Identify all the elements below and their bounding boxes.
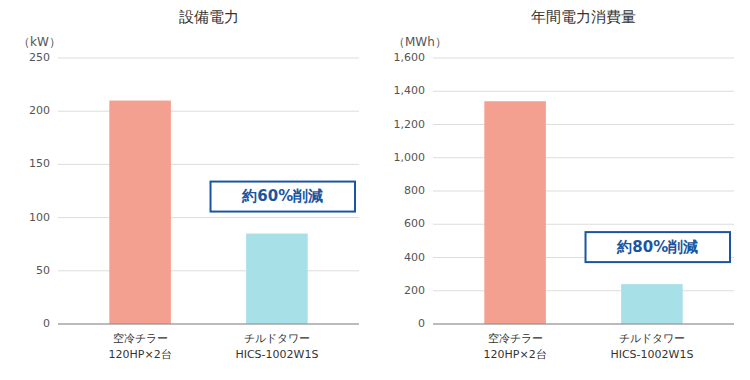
x-axis-line bbox=[58, 324, 359, 325]
x-axis-line bbox=[433, 324, 734, 325]
bar bbox=[109, 101, 171, 324]
y-tick-label: 0 bbox=[418, 317, 425, 330]
chart-title: 年間電力消費量 bbox=[531, 8, 636, 26]
y-tick-label: 100 bbox=[29, 211, 50, 224]
annotation: 約60%削減 bbox=[241, 187, 323, 205]
x-tick-label-line: 120HP×2台 bbox=[109, 348, 172, 361]
grid-line bbox=[433, 58, 734, 59]
x-tick-label: チルドタワー HICS-1002W1S bbox=[235, 332, 318, 361]
chart-title: 設備電力 bbox=[179, 8, 239, 26]
y-tick-label: 0 bbox=[43, 317, 50, 330]
annotation-box bbox=[586, 232, 730, 262]
grid-line bbox=[433, 157, 734, 158]
grid-line bbox=[58, 270, 359, 271]
panel: 0 200 400 600 800 1,000 1,200 1,400 1,600 空冷チラー 12… bbox=[393, 8, 734, 361]
grid-line bbox=[58, 111, 359, 112]
grid-line bbox=[58, 324, 359, 325]
grid-line bbox=[433, 290, 734, 291]
panel: 0 50 100 150 200 250 空冷チラー 120HP×2台 チルドタワー HICS-1… bbox=[18, 8, 359, 361]
y-tick-label: 1,200 bbox=[394, 118, 426, 131]
y-tick-label: 400 bbox=[404, 251, 425, 264]
y-tick-label: 1,400 bbox=[394, 84, 426, 97]
y-tick-label: 250 bbox=[29, 51, 50, 64]
bar bbox=[621, 284, 683, 324]
x-tick-label-line: 空冷チラー bbox=[113, 332, 168, 345]
grid-line bbox=[58, 164, 359, 165]
y-axis-label: （kW） bbox=[18, 35, 61, 49]
grid-line bbox=[433, 324, 734, 325]
grid-line bbox=[433, 191, 734, 192]
y-axis-label: （MWh） bbox=[393, 35, 447, 49]
y-tick-label: 200 bbox=[29, 104, 50, 117]
grid-line bbox=[433, 124, 734, 125]
chart-root: 0 50 100 150 200 250 空冷チラー 120HP×2台 チルドタワー HICS-1… bbox=[0, 0, 750, 380]
bar bbox=[484, 101, 546, 324]
y-tick-label: 150 bbox=[29, 157, 50, 170]
figure: 0 50 100 150 200 250 空冷チラー 120HP×2台 チルドタワー HICS-1… bbox=[0, 0, 750, 380]
bars bbox=[484, 101, 682, 324]
y-tick-label: 600 bbox=[404, 217, 425, 230]
y-tick-label: 200 bbox=[404, 284, 425, 297]
annotation-box bbox=[211, 182, 355, 212]
x-tick-label: 空冷チラー 120HP×2台 bbox=[484, 332, 547, 361]
x-tick-label-line: 120HP×2台 bbox=[484, 348, 547, 361]
y-tick-label: 1,600 bbox=[394, 51, 426, 64]
grid-line bbox=[58, 217, 359, 218]
x-tick-label-line: 空冷チラー bbox=[488, 332, 543, 345]
x-tick-label-line: HICS-1002W1S bbox=[235, 348, 318, 361]
grid-line bbox=[433, 91, 734, 92]
y-tick-label: 1,000 bbox=[394, 151, 426, 164]
x-tick-label: 空冷チラー 120HP×2台 bbox=[109, 332, 172, 361]
y-tick-label: 50 bbox=[36, 264, 50, 277]
y-tick-label: 800 bbox=[404, 184, 425, 197]
annotation: 約80%削減 bbox=[616, 238, 698, 256]
x-tick-label-line: チルドタワー bbox=[244, 332, 310, 345]
x-tick-label-line: チルドタワー bbox=[619, 332, 685, 345]
grid-line bbox=[433, 224, 734, 225]
bar bbox=[246, 234, 308, 324]
x-tick-label: チルドタワー HICS-1002W1S bbox=[610, 332, 693, 361]
x-tick-label-line: HICS-1002W1S bbox=[610, 348, 693, 361]
grid-line bbox=[58, 58, 359, 59]
